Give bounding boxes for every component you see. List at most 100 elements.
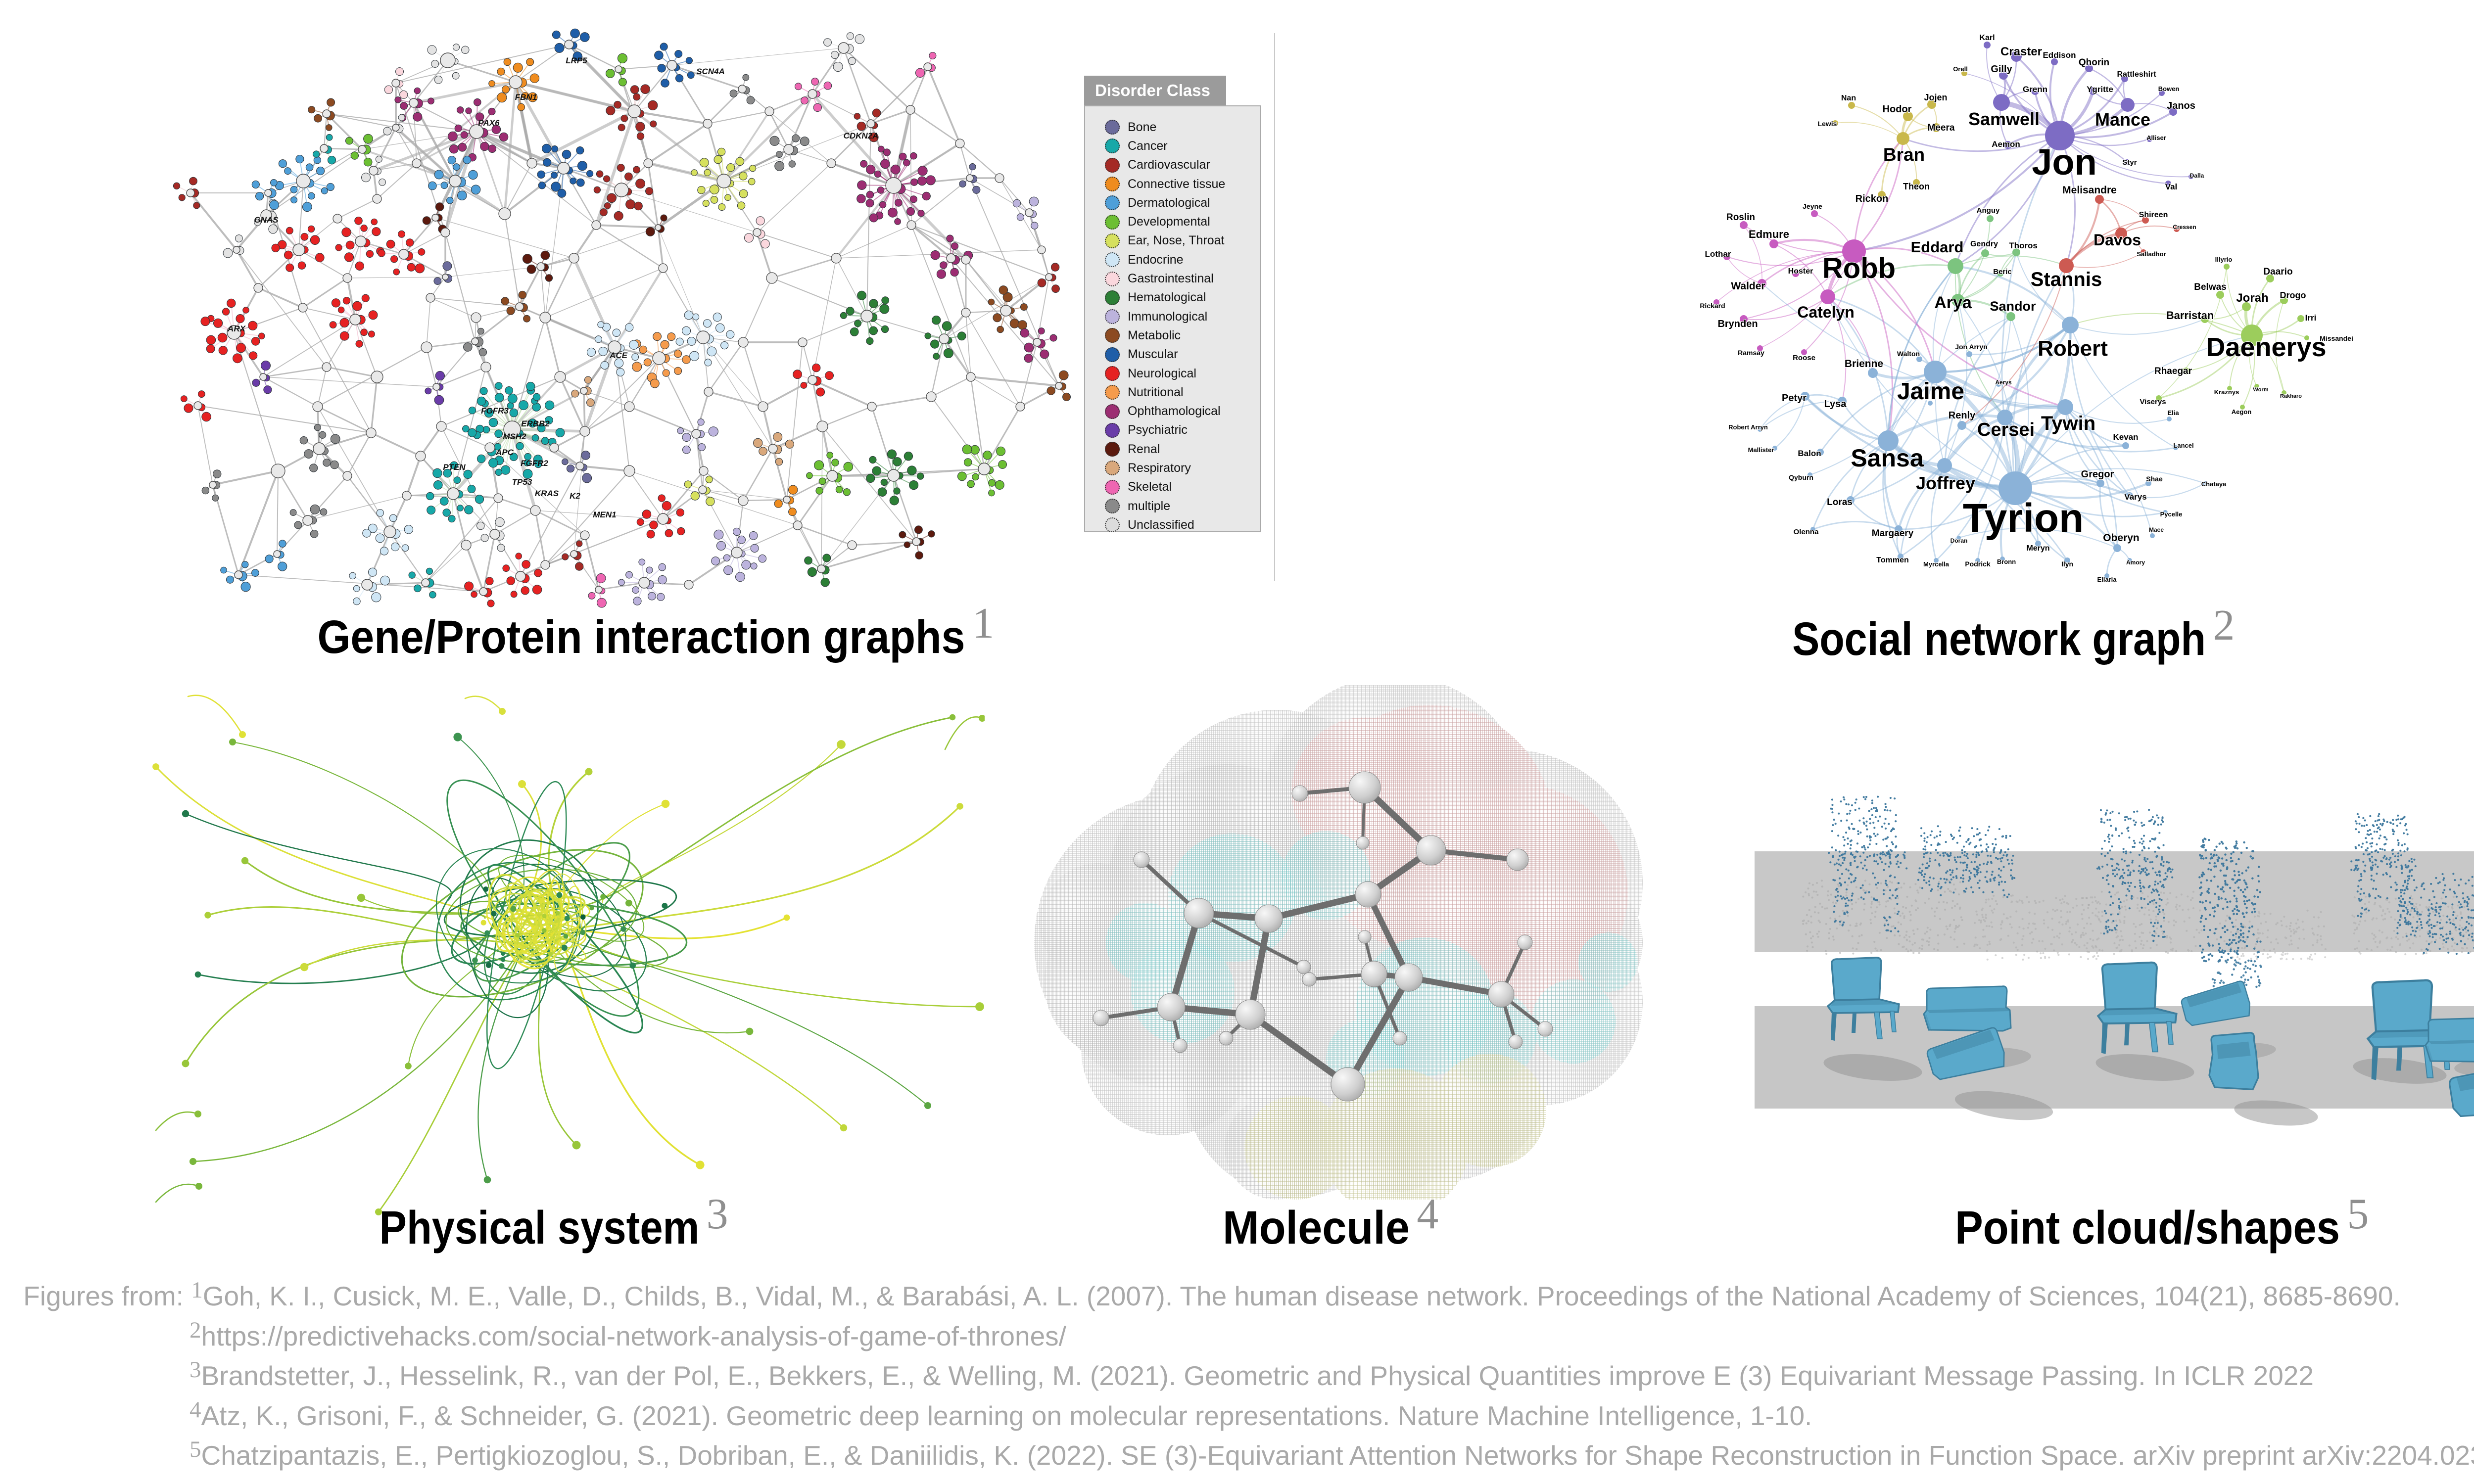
svg-text:Stannis: Stannis: [2031, 269, 2102, 290]
svg-text:FBN1: FBN1: [515, 93, 537, 102]
svg-text:Dalla: Dalla: [2190, 172, 2204, 179]
svg-text:Bowen: Bowen: [2158, 85, 2180, 93]
svg-text:Podrick: Podrick: [1965, 560, 1991, 568]
svg-text:Daario: Daario: [2263, 267, 2292, 277]
svg-text:Brienne: Brienne: [1845, 358, 1883, 370]
svg-text:Arya: Arya: [1934, 293, 1972, 312]
svg-text:Orell: Orell: [1953, 65, 1968, 73]
svg-text:Robb: Robb: [1822, 252, 1896, 284]
svg-text:FGFR2: FGFR2: [521, 459, 548, 468]
svg-text:Illyrio: Illyrio: [2215, 256, 2233, 263]
svg-text:Ellaria: Ellaria: [2097, 576, 2117, 583]
svg-text:Walton: Walton: [1897, 350, 1920, 358]
svg-text:Petyr: Petyr: [1782, 393, 1807, 404]
svg-text:Varys: Varys: [2124, 492, 2146, 502]
svg-text:Lewis: Lewis: [1818, 120, 1837, 128]
svg-text:ARX: ARX: [227, 324, 246, 333]
svg-text:ACE: ACE: [609, 351, 628, 360]
svg-text:TP53: TP53: [512, 477, 532, 487]
svg-text:Rakharo: Rakharo: [2280, 393, 2302, 399]
svg-text:Ygritte: Ygritte: [2087, 85, 2113, 94]
svg-text:Tywin: Tywin: [2041, 413, 2095, 434]
svg-text:Gendry: Gendry: [1970, 240, 1998, 248]
svg-text:Bran: Bran: [1883, 144, 1925, 165]
svg-text:Renly: Renly: [1949, 410, 1976, 421]
svg-text:Irri: Irri: [2305, 313, 2317, 323]
svg-text:Janos: Janos: [2167, 100, 2195, 111]
svg-text:Sansa: Sansa: [1851, 444, 1924, 472]
svg-text:KRAS: KRAS: [535, 489, 559, 498]
svg-text:Styr: Styr: [2122, 158, 2137, 167]
svg-text:Daenerys: Daenerys: [2206, 332, 2326, 362]
svg-text:Edmure: Edmure: [1749, 228, 1789, 240]
svg-text:Eddard: Eddard: [1911, 238, 1964, 256]
svg-text:Samwell: Samwell: [1968, 109, 2040, 129]
svg-text:Cressen: Cressen: [2173, 224, 2196, 231]
svg-text:Craster: Craster: [2000, 45, 2042, 58]
svg-text:Rattleshirt: Rattleshirt: [2117, 70, 2156, 79]
svg-text:ERBB2: ERBB2: [521, 419, 550, 428]
svg-text:Beric: Beric: [1993, 268, 2012, 276]
svg-text:Cersei: Cersei: [1977, 419, 2035, 440]
svg-text:Jeyne: Jeyne: [1803, 202, 1822, 210]
svg-text:PAX6: PAX6: [478, 118, 500, 128]
svg-text:Olenna: Olenna: [1794, 528, 1819, 536]
svg-text:Ramsay: Ramsay: [1738, 349, 1764, 357]
svg-text:Jaime: Jaime: [1897, 378, 1964, 405]
svg-text:Eddison: Eddison: [2043, 50, 2076, 60]
svg-text:Rickard: Rickard: [1700, 302, 1725, 310]
svg-text:Doran: Doran: [1951, 537, 1968, 544]
svg-text:MSH2: MSH2: [503, 432, 526, 441]
svg-text:Jojen: Jojen: [1924, 93, 1947, 102]
svg-text:Worm: Worm: [2253, 387, 2269, 393]
svg-text:Aemon: Aemon: [1992, 139, 2020, 149]
svg-text:Amory: Amory: [2126, 559, 2145, 566]
svg-text:PTEN: PTEN: [443, 463, 466, 472]
svg-text:Qyburn: Qyburn: [1789, 473, 1813, 481]
svg-text:Margaery: Margaery: [1872, 528, 1914, 539]
svg-text:Hoster: Hoster: [1788, 267, 1813, 276]
svg-text:Lysa: Lysa: [1824, 399, 1847, 410]
svg-text:Mace: Mace: [2149, 526, 2164, 533]
svg-text:Mance: Mance: [2095, 109, 2150, 130]
svg-text:Gregor: Gregor: [2081, 469, 2114, 480]
svg-text:Davos: Davos: [2093, 231, 2141, 249]
svg-text:Val: Val: [2165, 182, 2178, 191]
svg-text:Shireen: Shireen: [2139, 211, 2168, 219]
svg-text:Oberyn: Oberyn: [2103, 532, 2140, 544]
svg-text:Alliser: Alliser: [2146, 134, 2166, 141]
svg-text:Hodor: Hodor: [1883, 104, 1912, 115]
svg-text:Catelyn: Catelyn: [1797, 303, 1855, 321]
svg-text:Roose: Roose: [1793, 354, 1815, 362]
svg-text:Tyrion: Tyrion: [1963, 496, 2084, 541]
svg-text:Loras: Loras: [1827, 497, 1853, 508]
svg-text:Meera: Meera: [1928, 123, 1955, 133]
svg-text:Rickon: Rickon: [1856, 193, 1889, 204]
svg-text:Bronn: Bronn: [1997, 558, 2016, 565]
svg-text:LRP5: LRP5: [566, 56, 587, 65]
svg-text:SCN4A: SCN4A: [696, 67, 725, 76]
svg-text:Missandei: Missandei: [2320, 334, 2353, 342]
svg-text:FGFR3: FGFR3: [481, 406, 509, 416]
svg-text:MEN1: MEN1: [593, 510, 616, 519]
svg-text:Pycelle: Pycelle: [2160, 510, 2183, 518]
svg-text:Nan: Nan: [1841, 94, 1856, 102]
svg-text:Meryn: Meryn: [2026, 544, 2049, 553]
svg-text:Lothar: Lothar: [1705, 249, 1731, 259]
svg-text:Jon: Jon: [2032, 141, 2097, 183]
svg-text:Kevan: Kevan: [2113, 432, 2138, 442]
svg-text:Drogo: Drogo: [2280, 290, 2306, 300]
svg-text:Kraznys: Kraznys: [2214, 388, 2239, 396]
svg-text:Robert Arryn: Robert Arryn: [1728, 423, 1768, 431]
svg-text:Grenn: Grenn: [2023, 85, 2047, 94]
svg-text:Rhaegar: Rhaegar: [2154, 366, 2192, 376]
svg-text:Mallister: Mallister: [1748, 446, 1774, 454]
svg-text:Gilly: Gilly: [1991, 64, 2012, 75]
svg-text:Aerys: Aerys: [1995, 379, 2012, 386]
svg-text:Viserys: Viserys: [2140, 398, 2166, 406]
svg-text:Chataya: Chataya: [2201, 480, 2227, 488]
svg-text:Ilyn: Ilyn: [2061, 560, 2073, 568]
svg-text:Robert: Robert: [2038, 336, 2108, 361]
svg-text:Thoros: Thoros: [2009, 241, 2038, 250]
svg-text:Tommen: Tommen: [1876, 556, 1908, 564]
